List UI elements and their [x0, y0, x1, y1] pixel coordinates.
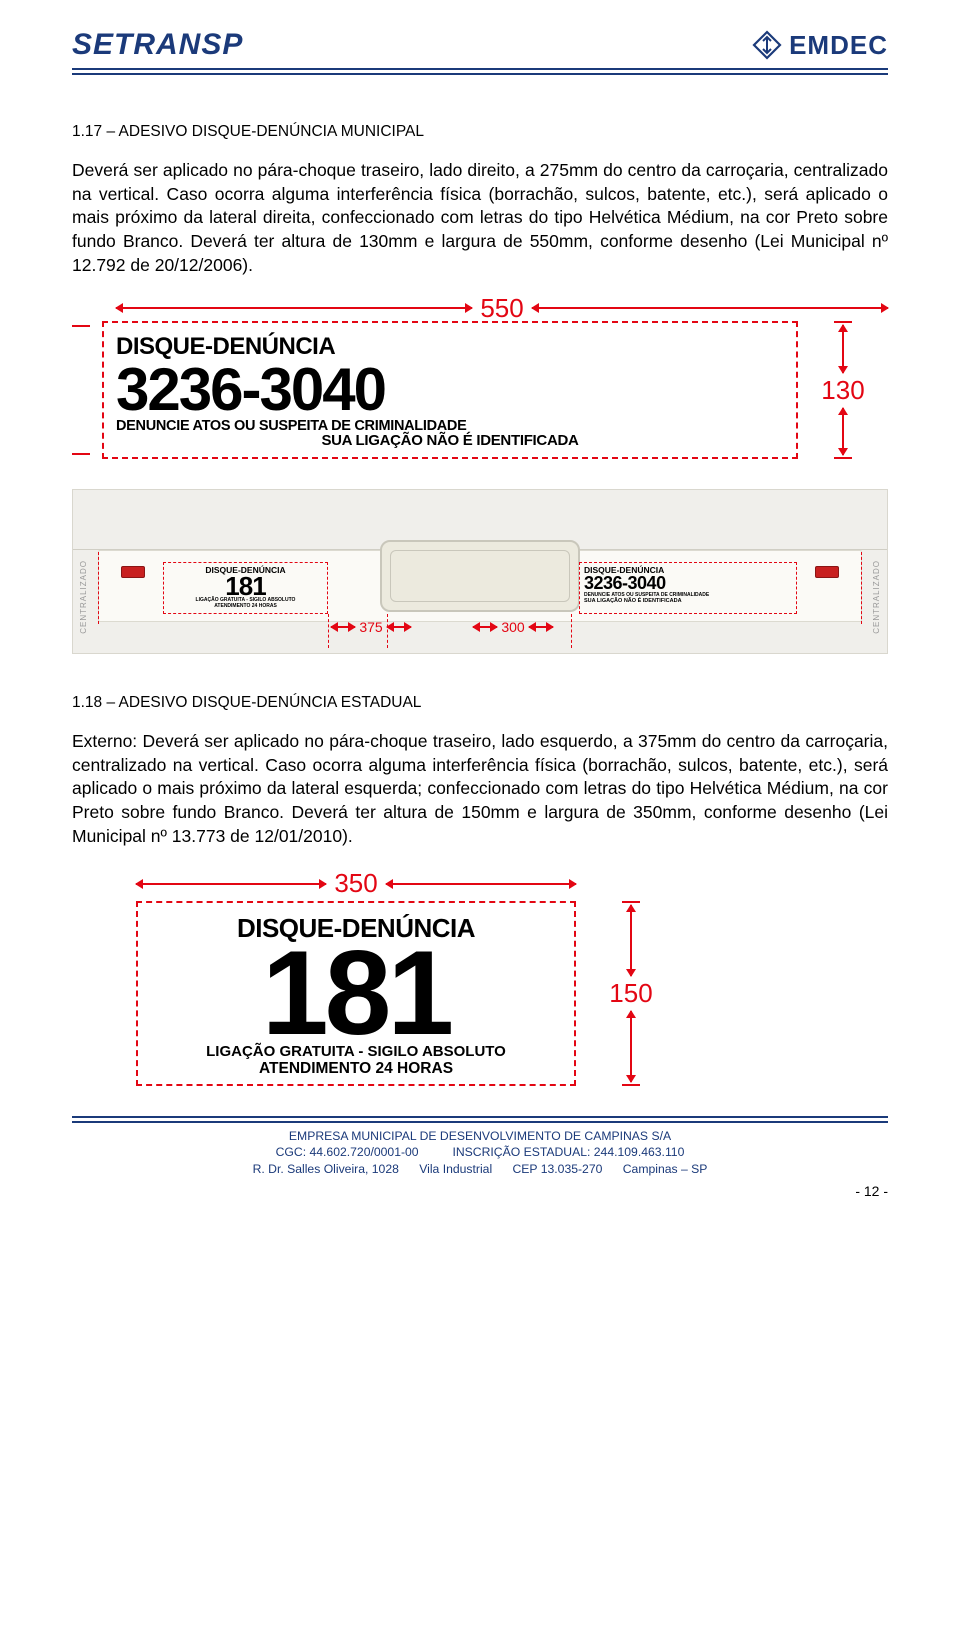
- figure-bumper-layout: DISQUE-DENÚNCIA 181 LIGAÇÃO GRATUITA - S…: [72, 489, 888, 654]
- mini181-num: 181: [168, 575, 323, 597]
- section-117-title: 1.17 – ADESIVO DISQUE-DENÚNCIA MUNICIPAL: [72, 123, 888, 141]
- footer-addr: R. Dr. Salles Oliveira, 1028: [253, 1162, 399, 1176]
- license-plate-recess: [380, 540, 580, 612]
- footer-city: Campinas – SP: [623, 1162, 708, 1176]
- dim-350-label: 350: [334, 868, 377, 899]
- sticker-phone: 3236-3040: [116, 361, 784, 418]
- footer-company: EMPRESA MUNICIPAL DE DESENVOLVIMENTO DE …: [72, 1128, 888, 1144]
- figure-sticker-estadual: 350 DISQUE-DENÚNCIA 181 LIGAÇÃO GRATUITA…: [108, 868, 788, 1085]
- emdec-logo-wrap: EMDEC: [751, 29, 888, 61]
- section-117-body: Deverá ser aplicado no pára-choque trase…: [72, 159, 888, 277]
- reflector-left: [121, 566, 145, 578]
- emdec-logo-text: EMDEC: [789, 30, 888, 61]
- footer-inscricao: INSCRIÇÃO ESTADUAL: 244.109.463.110: [452, 1145, 684, 1159]
- dim-300-label: 300: [501, 619, 524, 635]
- dim-375-label: 375: [359, 619, 382, 635]
- footer-line3: R. Dr. Salles Oliveira, 1028 Vila Indust…: [72, 1161, 888, 1177]
- minimun-l2: SUA LIGAÇÃO NÃO É IDENTIFICADA: [584, 598, 792, 604]
- mini181-l2: ATENDIMENTO 24 HORAS: [168, 603, 323, 609]
- footer-cgc: CGC: 44.602.720/0001-00: [276, 1145, 419, 1159]
- section-118-title: 1.18 – ADESIVO DISQUE-DENÚNCIA ESTADUAL: [72, 694, 888, 712]
- reflector-right: [815, 566, 839, 578]
- section-118-body: Externo: Deverá ser aplicado no pára-cho…: [72, 730, 888, 848]
- minimun-phone: 3236-3040: [584, 575, 792, 592]
- municipal-sticker-box: DISQUE-DENÚNCIA 3236-3040 DENUNCIE ATOS …: [102, 321, 798, 459]
- dim-550-label: 550: [480, 293, 523, 324]
- diamond-arrows-icon: [751, 29, 783, 61]
- est-number: 181: [150, 944, 562, 1042]
- footer-bairro: Vila Industrial: [419, 1162, 492, 1176]
- dim-150-label: 150: [609, 978, 652, 1009]
- centralizado-left: CENTRALIZADO: [79, 560, 88, 634]
- mini-sticker-181: DISQUE-DENÚNCIA 181 LIGAÇÃO GRATUITA - S…: [163, 562, 328, 614]
- footer-line2: CGC: 44.602.720/0001-00 INSCRIÇÃO ESTADU…: [72, 1144, 888, 1160]
- centralizado-right: CENTRALIZADO: [872, 560, 881, 634]
- page-header: SETRANSP EMDEC: [72, 28, 888, 62]
- footer-block: EMPRESA MUNICIPAL DE DESENVOLVIMENTO DE …: [72, 1128, 888, 1177]
- sticker-line2: SUA LIGAÇÃO NÃO É IDENTIFICADA: [116, 432, 784, 449]
- est-l2: ATENDIMENTO 24 HORAS: [150, 1060, 562, 1078]
- est-l1: LIGAÇÃO GRATUITA - SIGILO ABSOLUTO: [150, 1043, 562, 1060]
- figure-sticker-municipal: 550 DISQUE-DENÚNCIA 3236-3040 DENUNCIE A…: [72, 297, 888, 459]
- mini-sticker-municipal: DISQUE-DENÚNCIA 3236-3040 DENUNCIE ATOS …: [579, 562, 797, 614]
- header-rule: [72, 68, 888, 75]
- dim-300: 300: [473, 619, 553, 635]
- setransp-logo: SETRANSP: [72, 28, 243, 62]
- dim-130-label: 130: [821, 375, 864, 406]
- footer-cep: CEP 13.035-270: [513, 1162, 603, 1176]
- page-number: - 12 -: [72, 1183, 888, 1199]
- dim-375: 375: [331, 619, 411, 635]
- footer-rule: [72, 1116, 888, 1123]
- estadual-sticker-box: DISQUE-DENÚNCIA 181 LIGAÇÃO GRATUITA - S…: [136, 901, 576, 1085]
